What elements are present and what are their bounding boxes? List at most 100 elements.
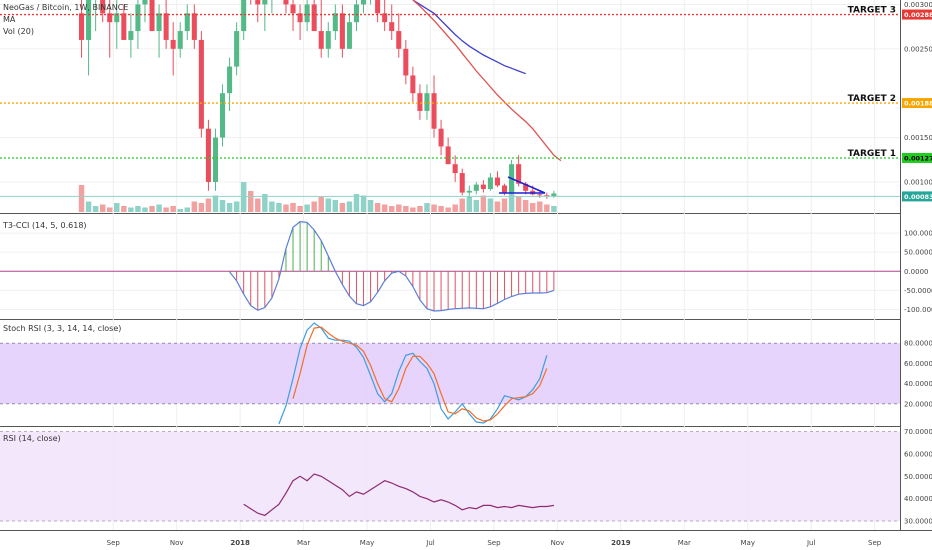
- volume-bar: [473, 200, 480, 212]
- volume-bar: [85, 201, 92, 212]
- candle-body: [107, 13, 113, 23]
- candle-body: [212, 137, 218, 182]
- candle-body: [382, 13, 388, 23]
- t3-cci-pane: [229, 220, 555, 312]
- candle-body: [487, 177, 493, 190]
- target-label: TARGET 3: [848, 6, 896, 16]
- stoch-tick-label: 60.0000: [904, 360, 932, 368]
- candle-body: [156, 13, 162, 32]
- volume-bar: [410, 207, 416, 212]
- volume-bar: [367, 200, 374, 212]
- volume-bar: [226, 203, 233, 212]
- volume-bar: [114, 203, 120, 212]
- time-tick-label: Mar: [678, 539, 691, 547]
- moving-average-line: [412, 0, 562, 162]
- ma-legend: MA: [3, 15, 16, 24]
- stoch-d-line: [292, 326, 548, 422]
- candle-body: [234, 31, 240, 67]
- volume-bar: [219, 200, 226, 212]
- target-label: TARGET 1: [848, 149, 896, 159]
- stoch-k-line: [278, 322, 548, 425]
- candle-body: [86, 0, 92, 40]
- candle-body: [375, 0, 381, 14]
- candle-body: [205, 128, 211, 182]
- volume-bar: [374, 203, 381, 212]
- volume-bar: [466, 197, 472, 212]
- volume-bar: [494, 201, 501, 212]
- candle-body: [304, 4, 310, 23]
- volume-bar: [537, 201, 543, 212]
- candle-body: [100, 0, 106, 14]
- volume-bar: [149, 206, 155, 212]
- candle-body: [227, 66, 233, 94]
- current-price-text: 0.000837: [904, 193, 932, 201]
- candle-body: [325, 31, 331, 49]
- candle-body: [290, 4, 296, 14]
- candle-body: [170, 39, 176, 49]
- candle-body: [445, 146, 451, 165]
- volume-bar: [269, 201, 275, 212]
- candle-body: [262, 0, 268, 5]
- candle-body: [473, 184, 479, 191]
- volume-bar: [431, 204, 437, 212]
- volume-bar: [360, 195, 367, 212]
- volume-bar: [438, 206, 444, 212]
- volume-bars: [78, 182, 557, 212]
- volume-bar: [417, 206, 423, 212]
- candle-body: [452, 164, 458, 174]
- stoch-tick-label: 40.0000: [904, 380, 932, 388]
- rsi-tick-label: 50.0000: [904, 473, 932, 481]
- candle-body: [339, 13, 345, 49]
- volume-bar: [177, 209, 183, 212]
- candle-body: [417, 93, 423, 111]
- stoch-rsi-pane: [278, 322, 548, 425]
- rsi-band: [0, 431, 900, 522]
- candle-body: [311, 4, 317, 32]
- volume-bar: [262, 194, 268, 212]
- candle-body: [297, 13, 303, 23]
- volume-bar: [198, 203, 205, 212]
- volume-bar: [381, 204, 388, 212]
- target-price-tag: [902, 152, 932, 163]
- current-price-tag: [902, 191, 932, 202]
- rsi-tick-label: 40.0000: [904, 495, 932, 503]
- volume-bar: [424, 203, 430, 212]
- moving-average-line: [412, 0, 526, 75]
- candle-body: [551, 193, 557, 197]
- volume-bar: [544, 204, 550, 212]
- volume-bar: [92, 206, 99, 212]
- candle-body: [396, 31, 402, 49]
- volume-bar: [121, 206, 127, 212]
- cci-line: [229, 220, 555, 312]
- target-lines: TARGET 3 0.002886 TARGET 2 0.001889 TARGET 1…: [0, 6, 932, 202]
- volume-bar: [487, 198, 494, 212]
- time-tick-label: Mar: [297, 539, 310, 547]
- volume-bar: [233, 201, 240, 212]
- candle-body: [537, 194, 543, 196]
- candle-body: [431, 93, 437, 129]
- volume-bar: [530, 203, 536, 212]
- volume-bar: [290, 203, 296, 212]
- stoch-tick-label: 80.0000: [904, 340, 932, 348]
- volume-bar: [403, 206, 409, 212]
- volume-legend: Vol (20): [3, 27, 34, 36]
- cci-tick-label: 50.0000: [904, 249, 932, 257]
- moving-averages: [412, 0, 562, 162]
- stoch-pane-title: Stoch RSI (3, 3, 14, 14, close): [3, 324, 121, 333]
- target-price-tag: [902, 98, 932, 109]
- candle-body: [283, 0, 289, 5]
- volume-bar: [480, 195, 487, 212]
- time-tick-label: Jul: [806, 539, 816, 547]
- time-tick-label: Sep: [868, 539, 882, 547]
- volume-bar: [240, 182, 247, 212]
- volume-bar: [276, 203, 282, 212]
- volume-bar: [459, 198, 465, 212]
- cci-tick-label: -100.0000: [904, 306, 932, 314]
- oscillator-bands: [0, 270, 900, 522]
- volume-bar: [78, 185, 85, 212]
- volume-bar: [501, 198, 508, 212]
- candle-body: [163, 13, 169, 40]
